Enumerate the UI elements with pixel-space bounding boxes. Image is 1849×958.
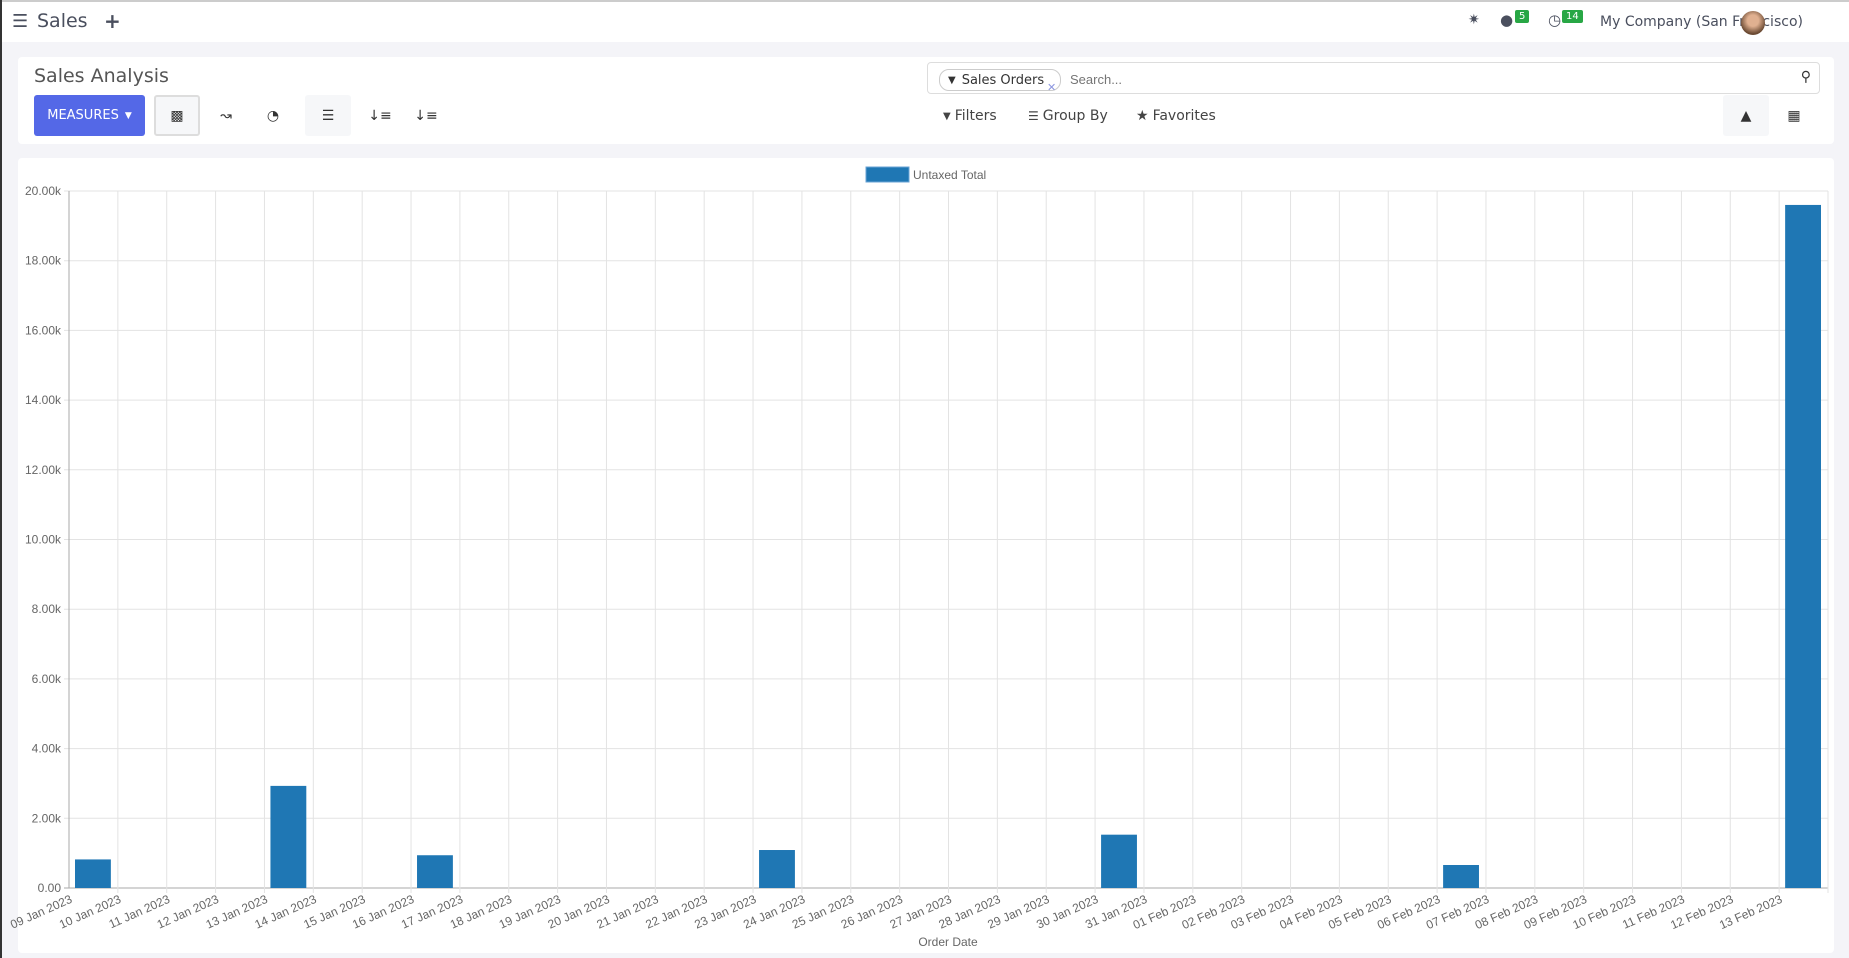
legend-label[interactable]: Untaxed Total	[913, 168, 986, 182]
y-tick-label: 14.00k	[25, 393, 62, 407]
messages-badge: 5	[1515, 10, 1530, 23]
page-title: Sales Analysis	[34, 65, 169, 87]
chart-panel	[18, 158, 1834, 953]
filter-icon: ▼	[943, 110, 951, 122]
measures-label: MEASURES	[47, 108, 119, 123]
stacked-button[interactable]: ☰	[305, 95, 351, 136]
pie-chart-icon: ◔	[266, 107, 280, 124]
menu-icon[interactable]: ☰	[12, 11, 29, 32]
y-tick-label: 8.00k	[32, 602, 62, 616]
top-navbar: ☰ Sales + ✷ ● 5 ◷ 14 My Company (San Fra…	[2, 0, 1849, 42]
y-tick-label: 12.00k	[25, 463, 62, 477]
search-facet[interactable]: ▼ Sales Orders	[939, 69, 1062, 91]
bar[interactable]	[759, 850, 795, 888]
filters-label: Filters	[954, 108, 997, 124]
layers-icon: ☰	[1028, 109, 1039, 123]
group-by-button[interactable]: ☰ Group By	[1028, 108, 1108, 124]
y-tick-label: 10.00k	[25, 533, 62, 547]
search-input[interactable]	[1068, 68, 1752, 90]
facet-label: Sales Orders	[961, 72, 1045, 88]
bar[interactable]	[417, 855, 453, 888]
table-icon: ▦	[1787, 107, 1801, 124]
avatar[interactable]	[1741, 11, 1765, 35]
area-chart-icon: ▲	[1740, 107, 1752, 124]
y-tick-label: 4.00k	[32, 742, 62, 756]
activities-badge: 14	[1562, 10, 1583, 23]
caret-down-icon: ▼	[124, 110, 132, 121]
bar[interactable]	[1785, 204, 1821, 888]
measures-button[interactable]: MEASURES ▼	[34, 95, 145, 136]
legend-swatch[interactable]	[865, 166, 910, 183]
bar-chart-icon: ▩	[170, 107, 184, 124]
sort-ascending-icon: ↓≡	[414, 107, 438, 124]
search-icon[interactable]: ⚲	[1800, 69, 1811, 85]
bar[interactable]	[270, 785, 307, 888]
bar-chart-button[interactable]: ▩	[154, 95, 200, 136]
messages-icon[interactable]: ●	[1500, 11, 1514, 29]
line-chart-button[interactable]: ↝	[203, 95, 249, 136]
filter-icon: ▼	[948, 74, 956, 86]
y-tick-label: 16.00k	[25, 323, 62, 337]
database-icon: ☰	[321, 107, 335, 124]
bar[interactable]	[1443, 864, 1479, 888]
y-tick-label: 20.00k	[25, 184, 62, 198]
pie-chart-button[interactable]: ◔	[250, 95, 296, 136]
y-tick-label: 6.00k	[32, 672, 62, 686]
group-by-label: Group By	[1042, 108, 1108, 124]
star-icon: ★	[1136, 108, 1149, 124]
favorites-button[interactable]: ★ Favorites	[1136, 108, 1216, 124]
search-bar[interactable]: ▼ Sales Orders ✕ ⚲	[927, 62, 1820, 94]
y-tick-label: 0.00	[38, 881, 62, 895]
bar[interactable]	[75, 859, 111, 888]
sort-descending-button[interactable]: ↓≡	[357, 95, 403, 136]
sort-ascending-button[interactable]: ↓≡	[403, 95, 449, 136]
line-chart-icon: ↝	[220, 107, 232, 124]
facet-remove-icon[interactable]: ✕	[1047, 81, 1057, 94]
bug-icon[interactable]: ✷	[1468, 12, 1480, 28]
clock-icon[interactable]: ◷	[1548, 11, 1562, 29]
filters-button[interactable]: ▼ Filters	[943, 108, 997, 124]
app-title[interactable]: Sales	[37, 10, 88, 32]
bar[interactable]	[1101, 834, 1137, 888]
sort-descending-icon: ↓≡	[368, 107, 392, 124]
y-tick-label: 18.00k	[25, 254, 62, 268]
y-tick-label: 2.00k	[32, 811, 62, 825]
x-axis-label: Order Date	[918, 935, 978, 949]
graph-view-button[interactable]: ▲	[1723, 95, 1769, 136]
pivot-view-button[interactable]: ▦	[1771, 95, 1817, 136]
plus-icon[interactable]: +	[104, 9, 121, 33]
favorites-label: Favorites	[1152, 108, 1216, 124]
